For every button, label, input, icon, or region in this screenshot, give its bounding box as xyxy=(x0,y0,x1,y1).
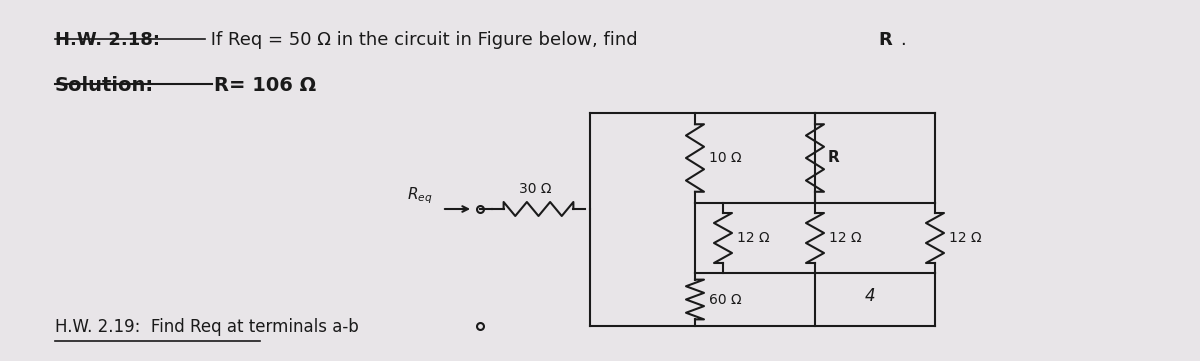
Text: R: R xyxy=(878,31,892,49)
Text: 4: 4 xyxy=(865,287,875,305)
Text: R= 106 Ω: R= 106 Ω xyxy=(214,76,316,95)
Text: 60 Ω: 60 Ω xyxy=(709,292,742,306)
Text: If Req = 50 Ω in the circuit in Figure below, find: If Req = 50 Ω in the circuit in Figure b… xyxy=(205,31,643,49)
Text: H.W. 2.19:  Find Req at terminals a-b: H.W. 2.19: Find Req at terminals a-b xyxy=(55,318,359,336)
Text: 12 Ω: 12 Ω xyxy=(829,231,862,245)
Text: 12 Ω: 12 Ω xyxy=(949,231,982,245)
Text: .: . xyxy=(900,31,906,49)
Text: R: R xyxy=(828,151,840,165)
Text: $R_{eq}$: $R_{eq}$ xyxy=(407,186,433,206)
Text: 30 Ω: 30 Ω xyxy=(518,182,551,196)
Text: 12 Ω: 12 Ω xyxy=(737,231,769,245)
Text: Solution:: Solution: xyxy=(55,76,154,95)
Text: 10 Ω: 10 Ω xyxy=(709,151,742,165)
Text: H.W. 2.18:: H.W. 2.18: xyxy=(55,31,160,49)
